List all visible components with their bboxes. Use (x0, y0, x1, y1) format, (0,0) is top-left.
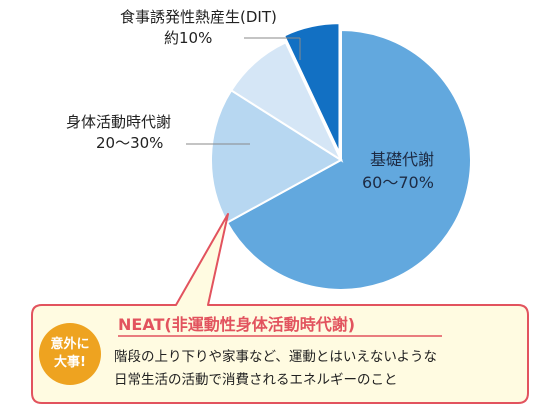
neat-desc-line-2: 日常生活の活動で消費されるエネルギーのこと (114, 372, 398, 388)
bmr-label: 基礎代謝 (370, 150, 434, 169)
neat-desc-line-1: 階段の上り下りや家事など、運動とはいえないような (114, 348, 437, 365)
neat-slice (282, 22, 341, 154)
badge-line-1: 意外に (50, 336, 89, 352)
neat-callout: 意外に 大事! NEAT(非運動性身体活動時代謝) 階段の上り下りや家事など、運… (31, 213, 529, 404)
bmr-slice (225, 28, 472, 291)
neat-title: NEAT(非運動性身体活動時代謝) (118, 315, 355, 334)
pie-slices (210, 22, 472, 291)
bmr-value: 60〜70% (362, 173, 434, 192)
activity-value: 20〜30% (96, 134, 163, 152)
activity-slice (210, 88, 343, 224)
badge-line-2: 大事! (54, 354, 86, 370)
neat-callout-frame (31, 213, 529, 404)
dit-label: 食事誘発性熱産生(DIT) (120, 8, 277, 26)
activity-label: 身体活動時代謝 (66, 113, 171, 131)
dit-slice (229, 41, 344, 163)
dit-value: 約10% (164, 29, 212, 47)
neat-badge (39, 323, 101, 385)
